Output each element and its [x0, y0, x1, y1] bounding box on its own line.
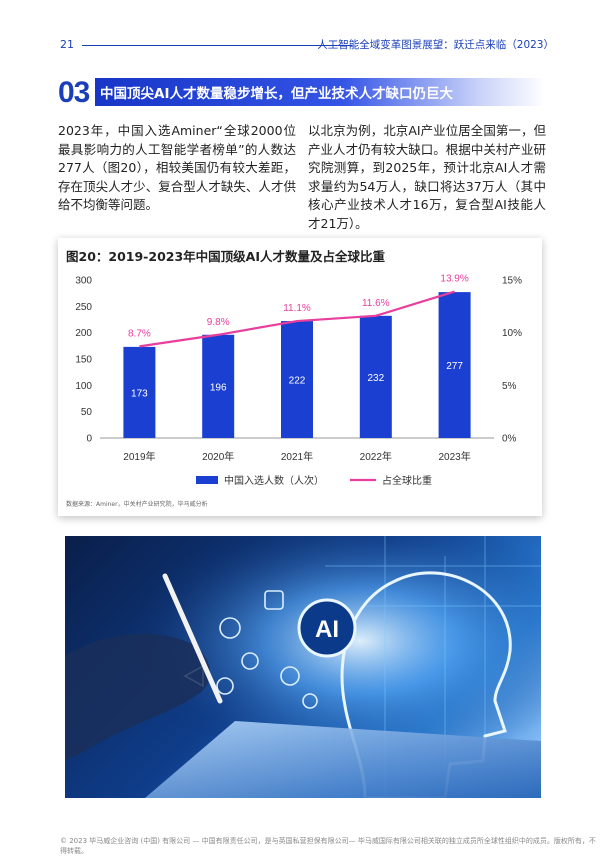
x-tick-label: 2022年 — [360, 450, 392, 463]
x-tick-label: 2019年 — [123, 450, 155, 463]
header-title: 人工智能全域变革图景展望：跃迁点来临（2023） — [317, 39, 554, 51]
y2-tick-label: 0% — [502, 434, 517, 445]
line-value-label: 9.8% — [207, 317, 230, 328]
y-tick-label: 200 — [75, 328, 92, 339]
y-tick-label: 300 — [75, 276, 92, 287]
y-tick-label: 50 — [81, 407, 93, 418]
paragraph-left: 2023年，中国入选Aminer“全球2000位最具影响力的人工智能学者榜单”的… — [58, 123, 296, 213]
x-tick-label: 2020年 — [202, 450, 234, 463]
legend-bar-swatch — [196, 476, 218, 484]
chart-card: 0 50 100 150 200 250 300 0% 5% 10% 15% 173 2019年 196 2… — [58, 238, 542, 516]
line-value-label: 8.7% — [128, 328, 151, 339]
stylus — [162, 573, 223, 704]
bar-value-label: 277 — [446, 361, 463, 372]
y-tick-label: 250 — [75, 302, 92, 313]
y-tick-label: 100 — [75, 381, 92, 392]
bar-1 — [123, 346, 156, 438]
bar-value-label: 222 — [289, 376, 306, 387]
chart-title: 图20：2019-2023年中国顶级AI人才数量及占全球比重 — [66, 249, 385, 264]
paragraph-right: 以北京为例，北京AI产业位居全国第一，但产业人才仍有较大缺口。根据中关村产业研究… — [308, 123, 546, 231]
page-number: 21 — [60, 38, 74, 51]
legend-bar-label: 中国入选人数（人次） — [224, 474, 324, 487]
bar-value-label: 232 — [367, 373, 384, 384]
chart-source: 数据来源：Aminer，中关村产业研究院，毕马威分析 — [66, 501, 208, 508]
y2-tick-label: 5% — [502, 381, 517, 392]
section-title-bar — [95, 78, 545, 106]
share-line — [139, 290, 455, 348]
bar-value-label: 196 — [210, 382, 227, 393]
bar-2 — [202, 334, 235, 438]
section-number: 03 — [58, 76, 90, 109]
ai-illustration-image: AI — [65, 536, 541, 798]
y2-tick-label: 15% — [502, 276, 522, 287]
line-value-label: 11.1% — [283, 303, 311, 314]
line-value-label: 11.6% — [362, 298, 390, 309]
svg-text:AI: AI — [315, 616, 339, 643]
bar-value-label: 173 — [131, 388, 148, 399]
y-tick-label: 150 — [75, 355, 92, 366]
chart-svg: 0 50 100 150 200 250 300 0% 5% 10% 15% 173 2019年 196 2… — [75, 274, 522, 487]
y-tick-label: 0 — [86, 434, 92, 445]
bar-4 — [359, 315, 392, 438]
x-tick-label: 2023年 — [438, 450, 470, 463]
line-value-label: 13.9% — [440, 274, 468, 285]
bar-5 — [438, 292, 471, 438]
legend-line-label: 占全球比重 — [382, 474, 432, 487]
header-rule — [82, 45, 352, 46]
section-title: 中国顶尖AI人才数量稳步增长，但产业技术人才缺口仍巨大 — [100, 86, 453, 102]
x-tick-label: 2021年 — [281, 450, 313, 463]
tablet — [145, 721, 541, 798]
hand — [65, 633, 210, 761]
footer-copyright: © 2023 毕马威企业咨询 (中国) 有限公司 — 中国有限责任公司，是与英国… — [60, 837, 596, 855]
bar-3 — [281, 321, 313, 438]
y2-tick-label: 10% — [502, 328, 522, 339]
